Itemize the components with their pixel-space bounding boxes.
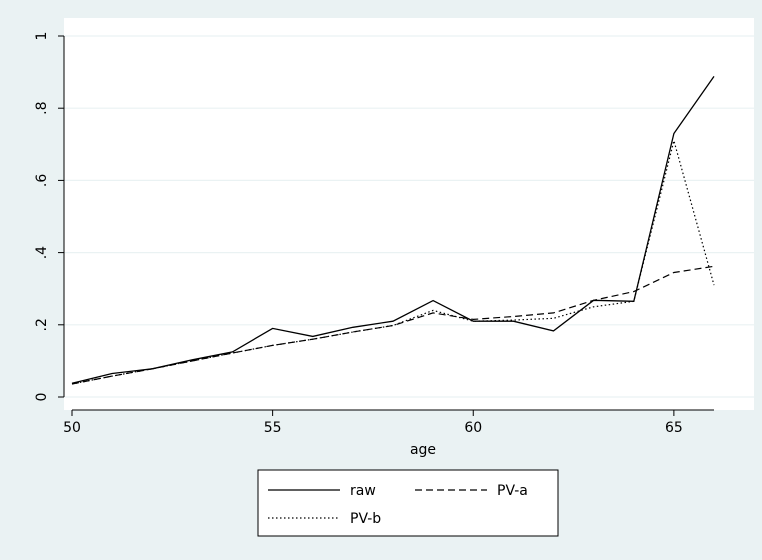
legend-label-pv-a: PV-a [497, 483, 528, 499]
x-tick-label: 50 [63, 420, 81, 436]
legend-label-pv-b: PV-b [350, 511, 381, 527]
y-tick-label: .4 [34, 246, 50, 259]
legend-label-raw: raw [350, 483, 376, 499]
y-tick-label: .6 [34, 174, 50, 187]
y-tick-label: .2 [34, 318, 50, 331]
y-tick-label: .8 [34, 102, 50, 115]
x-tick-label: 65 [665, 420, 683, 436]
legend-box [258, 470, 558, 536]
x-axis-label: age [410, 442, 436, 458]
x-tick-label: 55 [264, 420, 282, 436]
y-tick-label: 0 [34, 393, 50, 402]
plot-area [64, 18, 754, 410]
y-tick-label: 1 [34, 32, 50, 41]
x-tick-label: 60 [464, 420, 482, 436]
